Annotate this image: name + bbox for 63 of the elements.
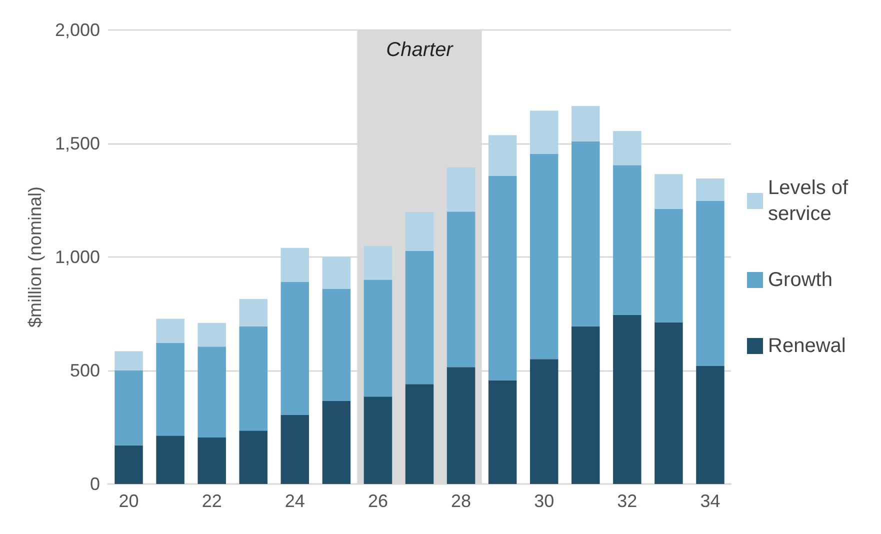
y-tick-label: 2,000 [54,20,100,40]
bar [654,174,683,209]
bar [696,178,724,201]
bar [530,110,558,154]
bar [239,298,268,326]
bar [613,131,642,166]
x-tick-label: 22 [202,491,222,511]
bar [239,430,268,484]
bar [280,282,310,415]
y-tick-label: 1,000 [54,247,100,267]
bar [446,367,476,484]
bar [530,359,558,484]
bar [322,400,351,484]
bar [156,436,184,484]
x-tick-label: 20 [118,491,139,511]
bar [572,106,600,142]
x-tick-label: 26 [368,491,388,511]
bar [280,414,310,484]
bar [488,176,517,380]
legend-label: Growth [768,269,832,291]
bar [696,366,724,484]
x-tick-label: 28 [451,491,472,511]
bar [488,135,517,176]
bar [405,384,434,484]
bar [322,257,351,289]
bar [405,212,434,251]
bar [198,437,226,484]
x-tick-label: 34 [700,491,720,511]
bar [530,154,558,360]
bar [405,250,434,384]
y-tick-label: 0 [90,474,100,494]
band-label: Charter [386,39,454,61]
bar [654,322,683,484]
bar [280,248,310,282]
bar [654,208,683,322]
bar [488,380,517,484]
bar [114,370,143,446]
bar [114,445,143,484]
bar [114,351,143,370]
bar [572,141,600,326]
legend-label: Renewal [768,335,846,357]
y-tick-label: 500 [70,360,100,380]
x-tick-label: 30 [534,491,554,511]
bar [198,322,226,347]
x-tick-label: 24 [284,491,305,511]
y-axis-title: $million (nominal) [25,186,46,328]
bar [156,343,184,436]
x-tick-label: 32 [617,491,638,511]
y-tick-label: 1,500 [54,134,100,154]
bar [198,346,226,438]
legend-label: Levels of service [768,177,854,225]
bar [696,200,724,366]
bar [572,326,600,484]
bar [364,396,392,484]
bar [613,314,642,484]
bar [156,318,184,344]
bar [613,165,642,315]
bar [446,167,476,212]
bar [322,288,351,401]
bar [364,246,392,280]
bar [364,280,392,397]
bar [239,326,268,431]
bar [446,212,476,368]
